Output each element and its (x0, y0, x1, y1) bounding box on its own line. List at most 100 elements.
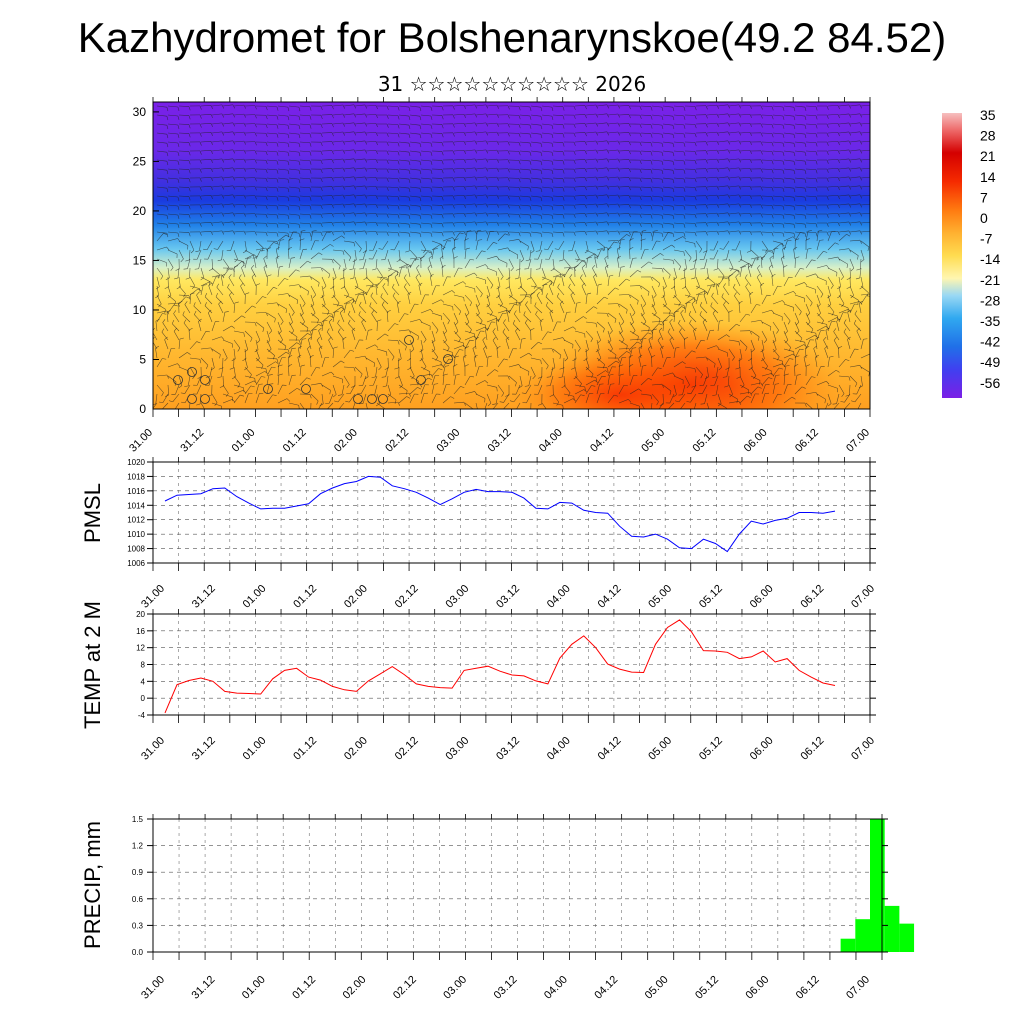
wind-barb-feather (749, 291, 754, 295)
wind-barb-feather (518, 232, 521, 237)
chart-subtitle: 31 ☆☆☆☆☆☆☆☆☆☆ 2026 (377, 72, 647, 96)
wind-barb-feather (661, 384, 664, 388)
wind-barb-feather (658, 283, 661, 288)
wind-barb (545, 305, 554, 314)
wind-barb-feather (800, 232, 805, 234)
wind-barb (838, 185, 849, 188)
wind-barb-feather (265, 312, 268, 317)
wind-barb-feather (760, 320, 764, 324)
wind-barb-feather (606, 140, 610, 145)
wind-barb (453, 339, 464, 344)
wind-barb (255, 249, 261, 260)
wind-barb-feather (580, 394, 585, 396)
wind-barb (728, 203, 739, 206)
wind-barb (541, 123, 552, 126)
wind-barb (453, 176, 464, 179)
wind-barb-feather (606, 203, 610, 208)
wind-barb (640, 195, 651, 197)
wind-barb (860, 194, 870, 197)
wind-barb (574, 177, 586, 179)
wind-barb (420, 294, 426, 305)
wind-barb (662, 150, 673, 153)
wind-barb (420, 348, 424, 359)
wind-barb (497, 312, 503, 323)
wind-barb (464, 272, 475, 278)
wind-barb-feather (309, 196, 312, 201)
colorbar-label: -42 (980, 334, 1000, 350)
wind-barb-feather (716, 213, 719, 217)
wind-barb (299, 231, 302, 242)
wind-barb-feather (594, 379, 598, 383)
wind-barb-feather (188, 115, 191, 120)
wind-barb-feather (650, 276, 653, 281)
wind-barb (299, 339, 303, 350)
wind-barb (343, 194, 354, 197)
wind-barb (827, 177, 838, 179)
wind-barb (208, 375, 213, 386)
wind-barb-feather (166, 233, 169, 238)
wind-barb-feather (749, 186, 752, 190)
wind-barb (308, 339, 312, 350)
wind-barb (204, 305, 213, 314)
wind-barb-feather (859, 122, 863, 127)
wind-barb-feather (813, 345, 817, 349)
wind-barb (596, 149, 607, 152)
wind-barb-feather (342, 185, 346, 190)
wind-barb-feather (391, 356, 395, 361)
wind-barb (684, 240, 695, 244)
wind-barb-feather (540, 233, 543, 238)
wind-barb-feather (738, 212, 742, 217)
wind-barb-feather (771, 160, 774, 165)
wind-barb (167, 304, 175, 314)
wind-barb (838, 221, 849, 224)
wind-barb (805, 150, 816, 152)
wind-barb (783, 366, 786, 377)
wind-barb-feather (623, 385, 628, 387)
wind-barb (717, 113, 728, 116)
wind-barb-feather (748, 263, 753, 267)
wind-barb (189, 294, 191, 305)
wind-barb-feather (234, 301, 239, 304)
wind-barb-feather (530, 250, 535, 254)
wind-barb (277, 267, 280, 278)
wind-barb-feather (639, 160, 642, 164)
wind-barb (409, 114, 420, 117)
wind-barb-feather (617, 240, 620, 245)
wind-barb-feather (507, 309, 511, 314)
wind-barb (222, 149, 233, 152)
wind-barb-feather (782, 133, 785, 138)
wind-barb-feather (647, 332, 652, 335)
wind-barb (607, 203, 618, 206)
wind-barb-feather (568, 283, 571, 288)
wind-barb (486, 285, 491, 296)
wind-barb-feather (320, 106, 323, 111)
wind-barb-feather (537, 403, 542, 406)
wind-barb-feather (262, 296, 267, 299)
wind-barb (526, 393, 532, 404)
wind-barb (750, 375, 761, 381)
wind-barb (156, 276, 160, 287)
wind-barb-feather (228, 268, 233, 271)
wind-barb-feather (583, 316, 587, 319)
wind-barb (530, 366, 536, 377)
wind-barb (739, 140, 750, 143)
wind-barb-feather (196, 291, 200, 296)
wind-barb-feather (419, 125, 422, 130)
pmsl-x-tick-label: 03.00 (443, 583, 471, 611)
wind-barb (362, 249, 367, 260)
wind-barb-feather (660, 253, 664, 256)
wind-barb-feather (507, 309, 511, 313)
wind-barb (299, 285, 309, 292)
wind-barb-feather (334, 410, 338, 411)
wind-barb-feather (490, 312, 493, 316)
wind-barb (354, 230, 365, 233)
wind-barb-feather (650, 232, 653, 237)
wind-barb-feather (572, 326, 577, 330)
wind-barb (739, 104, 750, 107)
wind-barb (495, 393, 499, 404)
wind-barb (530, 132, 541, 135)
wind-barb-feather (338, 328, 341, 332)
wind-barb (772, 105, 783, 108)
wind-barb-feather (584, 132, 587, 137)
wind-barb-feather (672, 313, 675, 317)
